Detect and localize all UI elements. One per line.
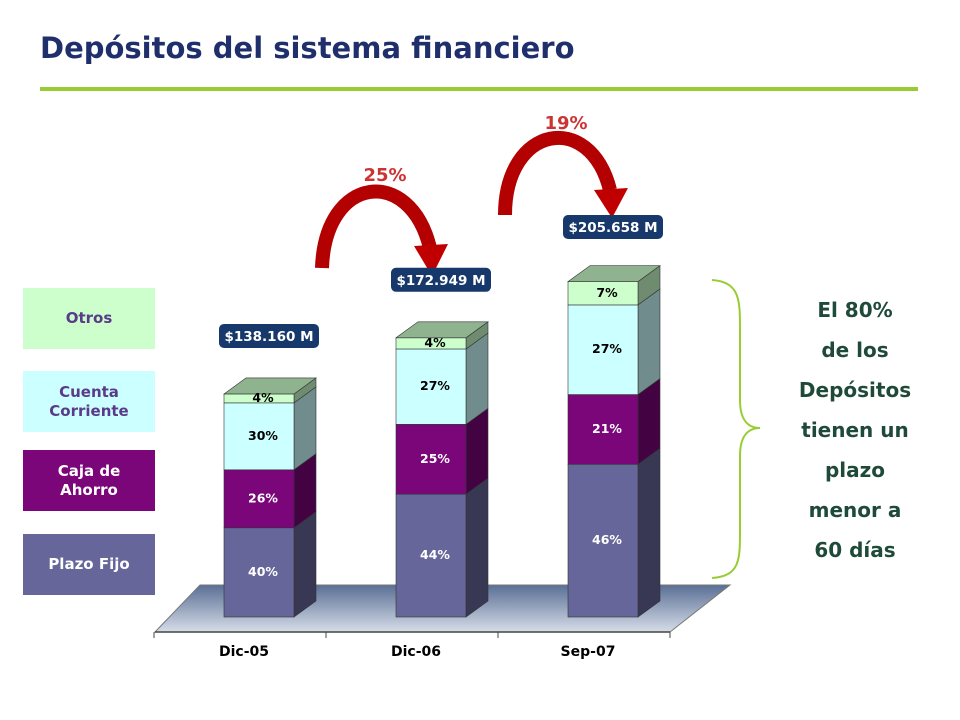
bar-top [395, 321, 489, 339]
side-note-line: plazo [824, 458, 886, 482]
segment-label: 27% [592, 341, 622, 356]
bar-segment [223, 377, 317, 404]
bar-segment [395, 332, 489, 425]
segment-label: 44% [420, 547, 450, 562]
growth-arrowhead [414, 244, 448, 276]
segment-label: 4% [252, 390, 274, 405]
segment-label: 4% [424, 335, 446, 350]
segment-label: 40% [248, 564, 278, 579]
legend-entry: Plazo Fijo [23, 534, 155, 595]
x-tick-label: Dic-05 [219, 644, 269, 660]
bar-segment [567, 377, 661, 465]
total-badge [563, 215, 663, 239]
x-tick-label: Sep-07 [561, 644, 616, 660]
bar-segment [223, 511, 317, 618]
x-tick-label: Dic-06 [391, 644, 441, 660]
bar-segment [395, 407, 489, 495]
bar-front [223, 402, 295, 471]
bar-front [567, 304, 639, 395]
side-note-line: de los [821, 338, 889, 362]
bar-segment [567, 265, 661, 306]
growth-arrowhead [594, 188, 628, 218]
total-label: $205.658 M [568, 220, 657, 236]
bar-side [637, 288, 661, 396]
side-note-line: tienen un [801, 418, 909, 442]
segment-label: 27% [420, 378, 450, 393]
bar-side [637, 447, 661, 618]
bar-top [567, 265, 661, 282]
bar-front [395, 424, 467, 495]
brace [711, 279, 761, 579]
segment-label: 21% [592, 421, 622, 436]
bar-front [223, 527, 295, 618]
total-badge [391, 267, 491, 292]
bar-segment [567, 288, 661, 396]
bar-side [293, 511, 317, 618]
segment-label: 25% [420, 451, 450, 466]
total-label: $172.949 M [396, 273, 485, 289]
bar-front [395, 348, 467, 425]
bar-front [567, 463, 639, 618]
total-label: $138.160 M [224, 329, 313, 345]
bar-segment [223, 386, 317, 471]
side-note-line: El 80% [817, 298, 893, 322]
legend-entry: Otros [23, 288, 155, 349]
bar-front [567, 394, 639, 465]
bar-segment [395, 321, 489, 350]
side-note-line: menor a [808, 498, 902, 522]
segment-label: 46% [592, 532, 622, 547]
growth-label: 25% [363, 165, 406, 186]
bar-segment [223, 453, 317, 529]
bar-front [223, 469, 295, 529]
legend-entry: Caja de Ahorro [23, 450, 155, 511]
bar-front [395, 493, 467, 618]
segment-label: 26% [248, 490, 278, 505]
legend-entry: Cuenta Corriente [23, 371, 155, 432]
growth-arrow [315, 184, 437, 269]
segment-label: 30% [248, 428, 278, 443]
side-note-line: Depósitos [798, 378, 912, 402]
side-note-line: 60 días [814, 538, 896, 562]
growth-arrow [498, 131, 617, 216]
bar-segment [395, 477, 489, 618]
total-badge [219, 323, 319, 348]
segment-label: 7% [596, 285, 618, 300]
bar-side [465, 477, 489, 618]
bar-top [223, 377, 317, 395]
growth-label: 19% [544, 113, 587, 134]
chart-title: Depósitos del sistema financiero [40, 31, 575, 65]
